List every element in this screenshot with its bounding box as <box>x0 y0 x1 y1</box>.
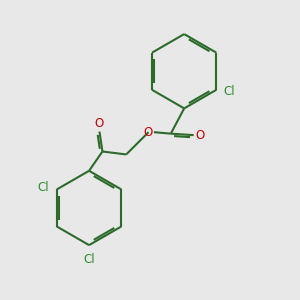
Text: Cl: Cl <box>37 182 49 194</box>
Text: O: O <box>95 117 104 130</box>
Text: O: O <box>143 126 153 139</box>
Text: Cl: Cl <box>83 253 95 266</box>
Text: O: O <box>195 129 204 142</box>
Text: Cl: Cl <box>224 85 236 98</box>
